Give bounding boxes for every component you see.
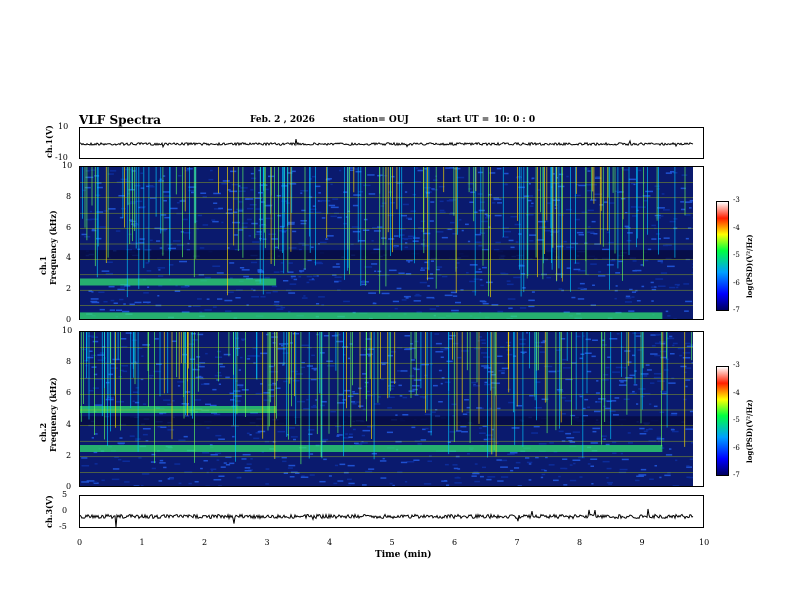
ch3-waveform-trace [80, 508, 694, 527]
ch2-spec-ytick-4: 8 [66, 357, 72, 367]
ch1-spec-ytick-3: 6 [66, 222, 72, 232]
ch3-waveform-panel [79, 495, 704, 528]
ch1-spec-ytick-5: 10 [62, 161, 73, 170]
ch1-colorbar-tick-2: -5 [733, 251, 740, 259]
ch2-spectrogram-band-1 [80, 445, 663, 452]
ch1-spec-ytick-0: 0 [66, 315, 72, 324]
ch2-spectrogram-band-0 [80, 406, 277, 413]
x-tick-9: 9 [639, 538, 645, 547]
ch1-spectrogram-panel [79, 166, 704, 320]
chart-title: VLF Spectra [79, 113, 162, 127]
ch1-spec-ylabel: Frequency (kHz) [48, 210, 58, 285]
ch1-waveform-plot [80, 139, 694, 149]
ch2-colorbar-tick-0: -3 [733, 361, 740, 369]
x-tick-1: 1 [139, 538, 145, 547]
ch3-waveform-ylabel: ch.3(V) [44, 495, 54, 528]
ch1-spec-ylabel-top: ch.1 [38, 255, 48, 275]
ch1-colorbar-tick-4: -7 [733, 306, 740, 314]
ch1-spectrogram-band-1 [80, 312, 663, 319]
ch2-spectrogram-plot [80, 332, 703, 486]
ch2-colorbar-tick-4: -7 [733, 471, 740, 479]
ch1-spectrogram-band-0 [80, 278, 277, 286]
station-label: station= OUJ [343, 115, 409, 125]
ch3-waveform-plot [80, 508, 694, 527]
ch2-spec-ytick-5: 10 [62, 326, 73, 335]
ch2-colorbar-tick-1: -4 [733, 388, 740, 397]
x-tick-8: 8 [577, 538, 583, 547]
ch1-ytick-top: 10 [58, 122, 69, 131]
x-tick-3: 3 [264, 538, 270, 547]
x-tick-6: 6 [452, 538, 458, 547]
ch2-spec-ylabel: Frequency (kHz) [48, 377, 58, 452]
x-tick-5: 5 [389, 538, 395, 547]
x-tick-2: 2 [202, 538, 208, 547]
ch3-ytick-top: 5 [62, 490, 68, 499]
ch2-spec-ytick-3: 6 [66, 388, 72, 398]
ch1-colorbar-tick-3: -6 [733, 278, 740, 287]
start-time-label: 10: 0 : 0 [494, 115, 536, 125]
ch3-ytick-bottom: -5 [59, 522, 67, 531]
x-tick-10: 10 [699, 538, 710, 547]
x-tick-0: 0 [77, 538, 83, 547]
ch2-spectrogram-panel [79, 331, 704, 487]
x-axis-label: Time (min) [375, 550, 432, 560]
ch1-colorbar-tick-1: -4 [733, 223, 740, 232]
ch2-colorbar-tick-3: -6 [733, 443, 740, 452]
ch1-spectrogram-plot [80, 167, 703, 319]
ch3-ytick-mid: 0 [62, 506, 68, 515]
ch1-colorbar-tick-0: -3 [733, 196, 740, 204]
ch1-spec-ytick-2: 4 [66, 253, 72, 263]
ch2-colorbar-label: log(PSD)(V²/Hz) [745, 399, 754, 463]
x-tick-4: 4 [327, 538, 333, 547]
ch1-waveform-trace [80, 139, 694, 149]
ch2-spec-ytick-2: 4 [66, 419, 72, 429]
ch1-colorbar-label: log(PSD)(V²/Hz) [745, 234, 754, 298]
ch2-spec-ylabel-top: ch.2 [38, 422, 48, 442]
ch2-spec-ytick-0: 0 [66, 482, 72, 491]
ch2-spec-ytick-1: 2 [66, 450, 72, 460]
start-label: start UT = [437, 115, 490, 125]
ch1-waveform-panel [79, 127, 704, 159]
x-tick-7: 7 [514, 538, 520, 547]
date-label: Feb. 2 , 2026 [250, 115, 315, 125]
ch2-colorbar-tick-2: -5 [733, 416, 740, 424]
ch2-colorbar [716, 366, 729, 476]
ch1-colorbar [716, 201, 729, 311]
ch1-waveform-ylabel: ch.1(V) [44, 125, 54, 158]
ch1-spec-ytick-4: 8 [66, 191, 72, 201]
ch1-ytick-bottom: -10 [55, 153, 68, 162]
ch1-spec-ytick-1: 2 [66, 284, 72, 294]
